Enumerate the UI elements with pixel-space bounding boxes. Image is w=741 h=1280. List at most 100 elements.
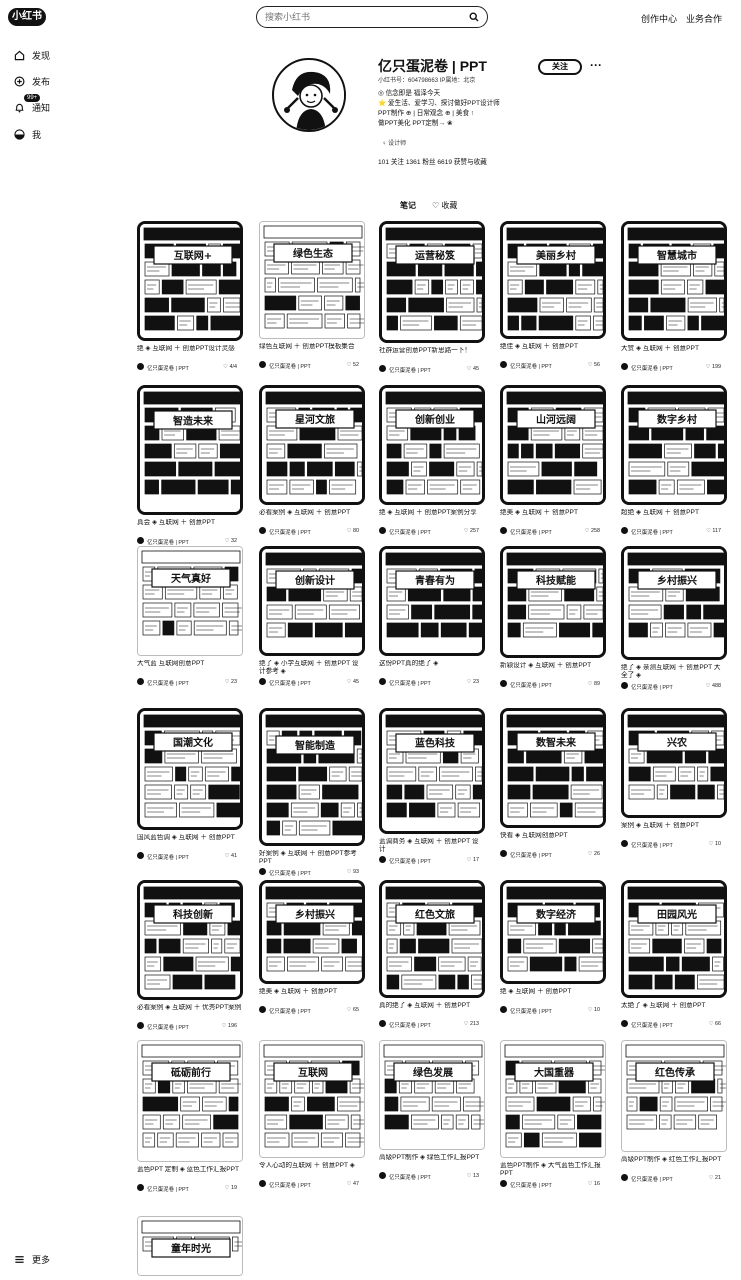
author-name[interactable]: 亿只蛋泥卷 | PPT <box>631 1177 673 1183</box>
author-avatar[interactable] <box>500 361 507 368</box>
author-avatar[interactable] <box>500 680 507 687</box>
like-count[interactable]: ♡ 19 <box>224 1185 237 1191</box>
author-avatar[interactable] <box>500 1006 507 1013</box>
author-name[interactable]: 亿只蛋泥卷 | PPT <box>631 530 673 536</box>
author-name[interactable]: 亿只蛋泥卷 | PPT <box>510 853 552 859</box>
author-name[interactable]: 亿只蛋泥卷 | PPT <box>510 364 552 370</box>
author-avatar[interactable] <box>621 840 628 847</box>
author-name[interactable]: 亿只蛋泥卷 | PPT <box>269 1183 311 1189</box>
creator-center-link[interactable]: 创作中心 <box>641 14 678 24</box>
note-thumbnail[interactable]: 兴农 <box>621 708 727 818</box>
author-name[interactable]: 亿只蛋泥卷 | PPT <box>269 681 311 687</box>
note-title[interactable]: 真会 ◈ 互联网 ＋ 创意PPT <box>137 519 215 526</box>
author-name[interactable]: 亿只蛋泥卷 | PPT <box>631 685 673 691</box>
like-count[interactable]: ♡ 93 <box>346 869 359 875</box>
like-count[interactable]: ♡ 10 <box>587 1007 600 1013</box>
author-name[interactable]: 亿只蛋泥卷 | PPT <box>147 681 189 687</box>
note-thumbnail[interactable]: 数字乡村 <box>621 385 727 505</box>
note-thumbnail[interactable]: 星河文旅 <box>259 385 365 505</box>
like-count[interactable]: ♡ 17 <box>466 857 479 863</box>
note-thumbnail[interactable]: 美丽乡村 <box>500 221 606 339</box>
note-thumbnail[interactable]: 大国重器 <box>500 1040 606 1158</box>
note-title[interactable]: 真的绝了 ◈ 互联网 ＋ 创意PPT <box>379 1002 471 1009</box>
note-title[interactable]: 高级PPT制作 ◈ 绿色工作汇报PPT <box>379 1154 480 1161</box>
author-avatar[interactable] <box>259 1006 266 1013</box>
tab-collections[interactable]: ♡ 收藏 <box>432 201 458 210</box>
author-avatar[interactable] <box>379 1172 386 1179</box>
author-name[interactable]: 亿只蛋泥卷 | PPT <box>510 1183 552 1189</box>
like-count[interactable]: ♡ 52 <box>346 362 359 368</box>
like-count[interactable]: ♡ 16 <box>587 1181 600 1187</box>
like-count[interactable]: ♡ 26 <box>587 851 600 857</box>
note-title[interactable]: 必看案例 ◈ 互联网 ＋ 创意PPT <box>259 509 351 516</box>
author-name[interactable]: 亿只蛋泥卷 | PPT <box>269 530 311 536</box>
author-name[interactable]: 亿只蛋泥卷 | PPT <box>147 855 189 861</box>
note-thumbnail[interactable]: 科技创新 <box>137 880 243 1000</box>
author-avatar[interactable] <box>379 678 386 685</box>
author-avatar[interactable] <box>137 678 144 685</box>
author-avatar[interactable] <box>137 1022 144 1029</box>
author-name[interactable]: 亿只蛋泥卷 | PPT <box>389 530 431 536</box>
sidebar-item-me[interactable]: 我 <box>14 126 41 142</box>
author-avatar[interactable] <box>500 1180 507 1187</box>
follow-button[interactable]: 关注 <box>538 59 582 75</box>
note-title[interactable]: 绝美 ◈ 互联网 ＋ 创意PPT <box>500 509 578 516</box>
note-title[interactable]: 这份PPT真的绝了 ◈ <box>379 660 439 667</box>
logo[interactable]: 小红书 <box>8 8 46 26</box>
note-thumbnail[interactable]: 童年时光 <box>137 1216 243 1276</box>
note-thumbnail[interactable]: 数智未来 <box>500 708 606 828</box>
like-count[interactable]: ♡ 23 <box>224 679 237 685</box>
author-avatar[interactable] <box>259 868 266 875</box>
author-avatar[interactable] <box>621 363 628 370</box>
note-thumbnail[interactable]: 砥砺前行 <box>137 1040 243 1162</box>
author-avatar[interactable] <box>621 682 628 689</box>
note-title[interactable]: 必看案例 ◈ 互联网 ＋ 优秀PPT案例 <box>137 1004 242 1011</box>
like-count[interactable]: ♡ 117 <box>706 528 721 534</box>
note-title[interactable]: 大气蓝 互联网创意PPT <box>137 660 205 667</box>
note-title[interactable]: 蓝调商务 ◈ 互联网 ＋ 创意PPT 设计 <box>379 838 479 853</box>
author-avatar[interactable] <box>137 537 144 544</box>
like-count[interactable]: ♡ 23 <box>466 679 479 685</box>
note-thumbnail[interactable]: 运营秘笈 <box>379 221 485 343</box>
note-title[interactable]: 绝佳 ◈ 互联网 ＋ 创意PPT <box>500 343 578 350</box>
note-thumbnail[interactable]: 互联网 <box>259 1040 365 1158</box>
note-title[interactable]: 绝了 ◈ 亲测互联网 ＋ 创意PPT 大全了 ◈ <box>621 664 721 679</box>
like-count[interactable]: ♡ 488 <box>705 683 721 689</box>
note-title[interactable]: 绝了 ◈ 小学互联网 ＋ 创意PPT 设计参考 ◈ <box>259 660 359 675</box>
note-title[interactable]: 国风蓝色调 ◈ 互联网 ＋ 创意PPT <box>137 834 235 841</box>
more-menu[interactable]: 更多 <box>14 1253 50 1266</box>
note-title[interactable]: 绝 ◈ 互联网 ＋ 创意PPT <box>500 988 572 995</box>
note-thumbnail[interactable]: 红色传承 <box>621 1040 727 1152</box>
author-name[interactable]: 亿只蛋泥卷 | PPT <box>269 364 311 370</box>
note-thumbnail[interactable]: 创新创业 <box>379 385 485 505</box>
business-link[interactable]: 业务合作 <box>686 14 723 24</box>
note-thumbnail[interactable]: 数字经济 <box>500 880 606 984</box>
author-avatar[interactable] <box>137 1184 144 1191</box>
like-count[interactable]: ♡ 56 <box>587 362 600 368</box>
author-name[interactable]: 亿只蛋泥卷 | PPT <box>510 530 552 536</box>
note-thumbnail[interactable]: 乡村振兴 <box>259 880 365 984</box>
author-avatar[interactable] <box>137 852 144 859</box>
author-name[interactable]: 亿只蛋泥卷 | PPT <box>510 683 552 689</box>
note-title[interactable]: 好案例 ◈ 互联网 ＋ 创意PPT参考 PPT <box>259 850 357 865</box>
note-title[interactable]: 太绝了 ◈ 互联网 ＋ 创意PPT <box>621 1002 706 1009</box>
more-options-icon[interactable]: ··· <box>590 58 602 72</box>
note-thumbnail[interactable]: 国潮文化 <box>137 708 243 830</box>
search-icon[interactable] <box>469 12 479 22</box>
author-avatar[interactable] <box>379 1020 386 1027</box>
like-count[interactable]: ♡ 196 <box>221 1023 237 1029</box>
like-count[interactable]: ♡ 199 <box>705 364 721 370</box>
author-name[interactable]: 亿只蛋泥卷 | PPT <box>389 859 431 865</box>
like-count[interactable]: ♡ 89 <box>587 681 600 687</box>
author-avatar[interactable] <box>500 527 507 534</box>
author-name[interactable]: 亿只蛋泥卷 | PPT <box>389 681 431 687</box>
author-avatar[interactable] <box>621 527 628 534</box>
note-thumbnail[interactable]: 天气真好 <box>137 546 243 656</box>
note-thumbnail[interactable]: 绿色生态 <box>259 221 365 339</box>
note-title[interactable]: 高级PPT制作 ◈ 红色工作汇报PPT <box>621 1156 722 1163</box>
note-thumbnail[interactable]: 绿色发展 <box>379 1040 485 1150</box>
author-avatar[interactable] <box>379 365 386 372</box>
note-title[interactable]: 大赞 ◈ 互联网 ＋ 创意PPT <box>621 345 699 352</box>
note-title[interactable]: 社群运营创意PPT新思路一下！ <box>379 347 471 354</box>
note-thumbnail[interactable]: 互联网+ <box>137 221 243 341</box>
